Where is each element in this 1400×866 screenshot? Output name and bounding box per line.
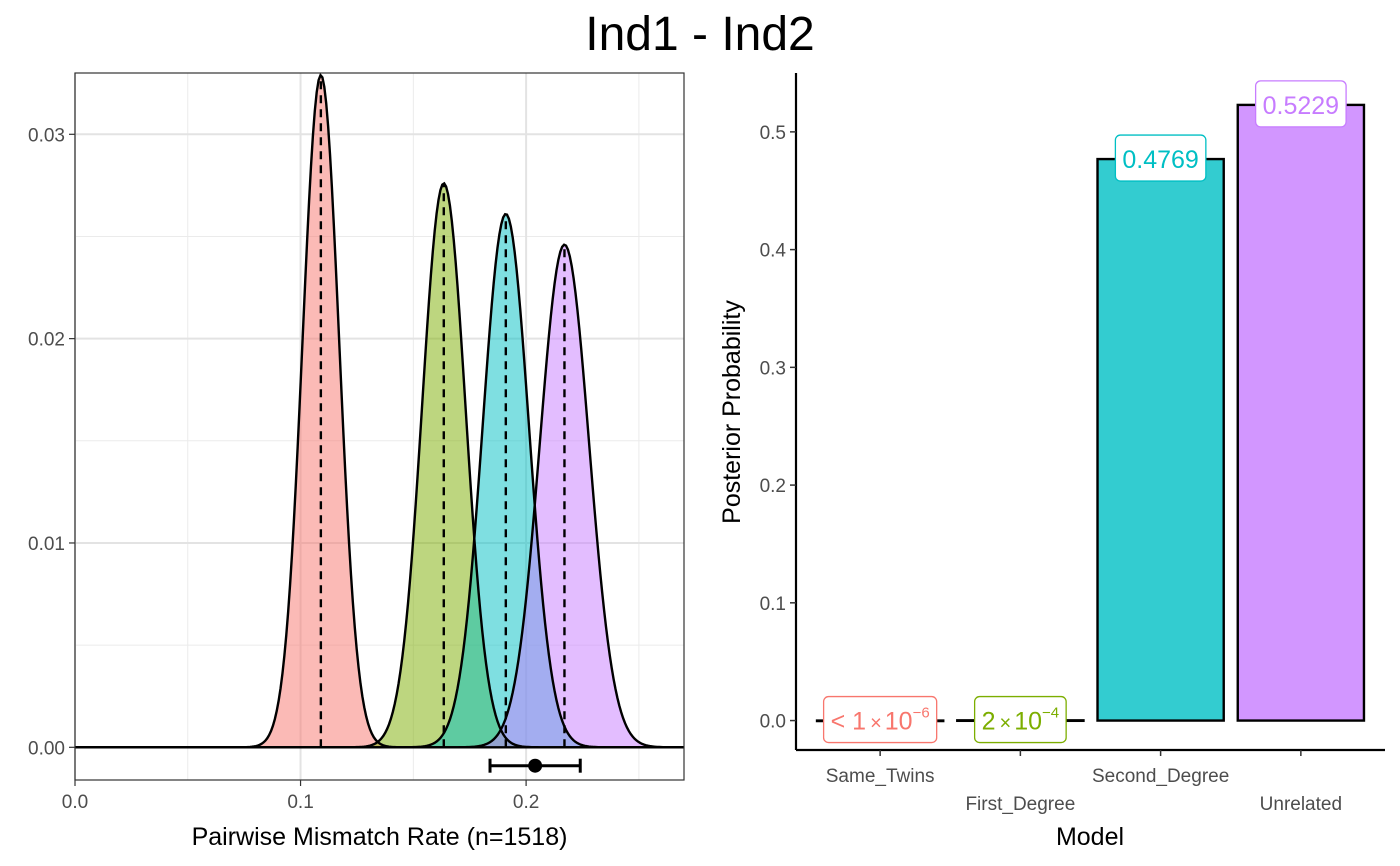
density-panel-border: [74, 72, 685, 781]
y-tick-label: 0.4: [760, 241, 787, 262]
density-outlines: [75, 72, 684, 749]
bar-second-degree: [1096, 157, 1225, 722]
bar-x-axis-title: Model: [1056, 823, 1124, 851]
value-label-mantissa: 0.5229: [1263, 92, 1339, 120]
value-label-text: 2 × 10−4: [982, 705, 1060, 736]
x-tick-label-first-degree: First_Degree: [965, 794, 1075, 815]
density-mean-lines: [319, 75, 566, 748]
value-label-text: 0.5229: [1263, 92, 1339, 120]
bars: [815, 103, 1366, 723]
density-curve-unrelated: [75, 243, 684, 749]
density-areas: [75, 75, 684, 748]
x-tick-label: 0.2: [513, 792, 539, 813]
value-label-base: 10: [1014, 708, 1042, 736]
density-area-unrelated: [75, 244, 684, 748]
y-tick-label: 0.1: [760, 594, 786, 615]
value-label-mantissa: 0.4769: [1122, 146, 1198, 174]
density-axis-ticks: 0.0 0.1 0.2 0.00 0.01 0.02 0.03: [28, 125, 539, 813]
figure-title: Ind1 - Ind2: [585, 8, 815, 61]
value-label-mantissa: 2: [982, 708, 996, 736]
value-label-text: < 1 × 10−6: [831, 705, 930, 736]
bar-axis-ticks: 0.0 0.1 0.2 0.3 0.4 0.5 Same_Twins First_Degree…: [760, 123, 1342, 815]
y-tick-label: 0.0: [760, 712, 786, 733]
value-label-mantissa: < 1: [831, 708, 866, 736]
y-tick-label: 0.02: [28, 330, 65, 351]
value-label-box: [1254, 80, 1347, 128]
value-label-exponent: −4: [1042, 705, 1059, 722]
y-tick-label: 0.2: [760, 476, 786, 497]
y-tick-label: 0.5: [760, 123, 786, 144]
value-label-exponent: −6: [913, 705, 930, 722]
value-label-box: [822, 695, 938, 744]
value-label-base: 10: [885, 708, 913, 736]
y-tick-label: 0.03: [28, 125, 65, 146]
density-x-axis-title: Pairwise Mismatch Rate (n=1518): [192, 823, 568, 851]
x-tick-label-unrelated: Unrelated: [1260, 794, 1342, 815]
x-tick-label: 0.0: [62, 792, 88, 813]
observed-point: [528, 758, 543, 773]
density-panel: 0.0 0.1 0.2 0.00 0.01 0.02 0.03 Pairwise Misma…: [28, 72, 685, 851]
x-tick-label-same-twins: Same_Twins: [826, 766, 935, 787]
value-label-text: 0.4769: [1122, 146, 1198, 174]
bar-unrelated: [1236, 103, 1366, 722]
value-label-first-degree: 2 × 10−4: [973, 695, 1067, 744]
x-tick-label: 0.1: [287, 792, 313, 813]
y-tick-label: 0.00: [28, 738, 65, 759]
observed-estimate: [488, 758, 582, 773]
y-tick-label: 0.01: [28, 534, 65, 555]
value-label-same-twins: < 1 × 10−6: [822, 695, 938, 744]
value-label-times: ×: [870, 713, 882, 735]
value-label-unrelated: 0.5229: [1254, 80, 1347, 128]
value-label-box: [1114, 134, 1207, 182]
x-tick-label-second-degree: Second_Degree: [1092, 766, 1229, 787]
value-label-box: [973, 695, 1067, 744]
value-label-times: ×: [1000, 713, 1012, 735]
bar-y-axis-title: Posterior Probability: [718, 300, 746, 524]
value-label-second-degree: 0.4769: [1114, 134, 1207, 182]
y-tick-label: 0.3: [760, 358, 786, 379]
